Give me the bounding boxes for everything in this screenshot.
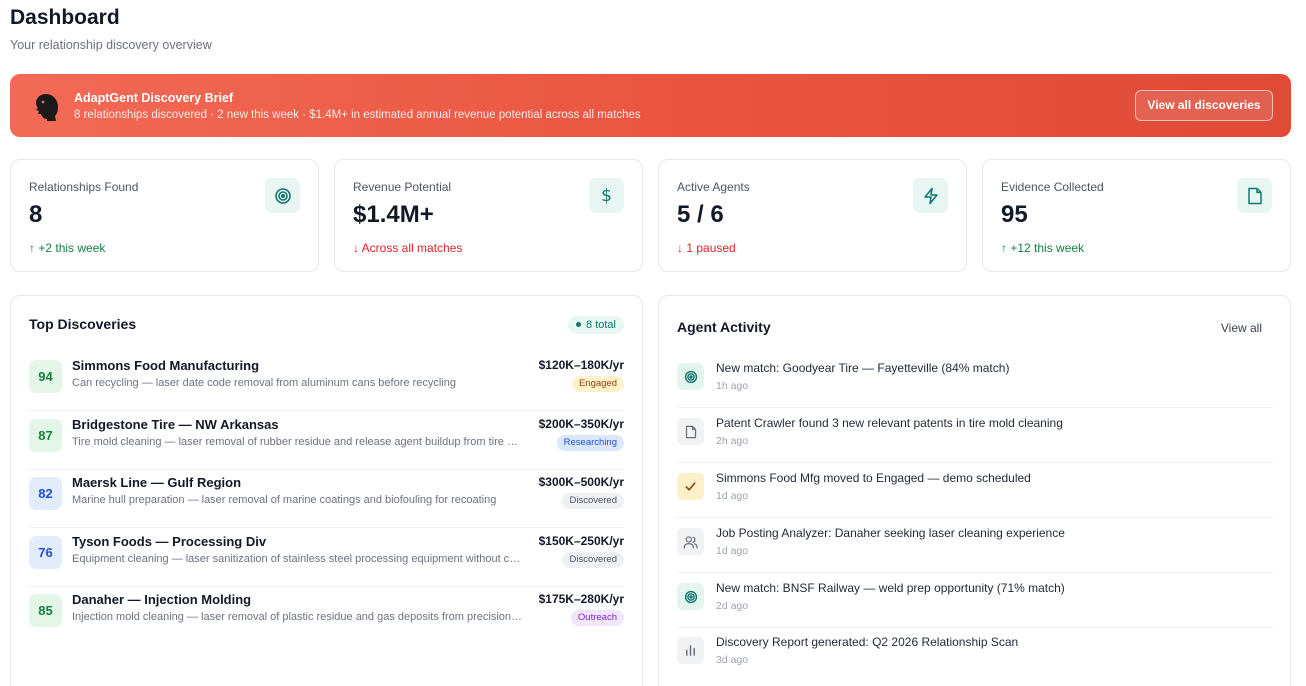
revenue-estimate: $120K–180K/yr (538, 358, 624, 372)
target-icon (265, 178, 300, 213)
activity-item[interactable]: Simmons Food Mfg moved to Engaged — demo… (677, 463, 1273, 518)
panel-title: Agent Activity (677, 319, 771, 335)
bar-chart-icon (677, 637, 704, 664)
view-all-discoveries-button[interactable]: View all discoveries (1135, 90, 1273, 121)
document-icon (677, 418, 704, 445)
activity-time: 1h ago (716, 380, 749, 392)
check-icon (677, 473, 704, 500)
revenue-estimate: $300K–500K/yr (538, 475, 624, 489)
match-score: 76 (29, 536, 62, 569)
activity-item[interactable]: New match: Goodyear Tire — Fayetteville … (677, 353, 1273, 408)
stat-value: 95 (1001, 201, 1028, 228)
stat-value: $1.4M+ (353, 201, 434, 228)
opportunity-description: Equipment cleaning — laser sanitization … (72, 553, 524, 565)
top-discoveries-panel: Top Discoveries 8 total 94 Simmons Food … (10, 295, 643, 686)
activity-text: Job Posting Analyzer: Danaher seeking la… (716, 526, 1065, 540)
banner-title: AdaptGent Discovery Brief (74, 91, 234, 105)
opportunity-description: Injection mold cleaning — laser removal … (72, 611, 524, 623)
company-name: Tyson Foods — Processing Div (72, 534, 267, 549)
page-subtitle: Your relationship discovery overview (10, 38, 212, 52)
company-name: Bridgestone Tire — NW Arkansas (72, 417, 279, 432)
discovery-brief-banner: AdaptGent Discovery Brief 8 relationship… (10, 74, 1291, 137)
discovery-row[interactable]: 82 Maersk Line — Gulf Region Marine hull… (29, 469, 624, 528)
activity-time: 3d ago (716, 654, 749, 666)
stat-delta: ↑ +2 this week (29, 241, 106, 255)
dollar-icon: $ (589, 178, 624, 213)
lightning-icon (913, 178, 948, 213)
agent-activity-panel: Agent Activity View all New match: Goody… (658, 295, 1291, 686)
view-all-link[interactable]: View all (1220, 321, 1262, 335)
activity-text: Patent Crawler found 3 new relevant pate… (716, 416, 1063, 430)
total-badge: 8 total (568, 316, 624, 334)
opportunity-description: Can recycling — laser date code removal … (72, 377, 456, 389)
activity-item[interactable]: Patent Crawler found 3 new relevant pate… (677, 408, 1273, 463)
stat-delta: ↓ 1 paused (677, 241, 736, 255)
activity-text: New match: Goodyear Tire — Fayetteville … (716, 361, 1010, 375)
activity-time: 1d ago (716, 490, 749, 502)
target-icon (677, 583, 704, 610)
discovery-row[interactable]: 87 Bridgestone Tire — NW Arkansas Tire m… (29, 411, 624, 470)
stat-label: Revenue Potential (353, 180, 452, 194)
opportunity-description: Marine hull preparation — laser removal … (72, 494, 497, 506)
stat-delta: ↓ Across all matches (353, 241, 463, 255)
revenue-estimate: $200K–350K/yr (538, 417, 624, 431)
users-icon (677, 528, 704, 555)
company-name: Maersk Line — Gulf Region (72, 475, 242, 490)
match-score: 85 (29, 594, 62, 627)
revenue-estimate: $175K–280K/yr (538, 592, 624, 606)
arrow-down-icon: ↓ (353, 241, 362, 255)
stat-card-agents: Active Agents 5 / 6 ↓ 1 paused (658, 159, 967, 272)
opportunity-description: Tire mold cleaning — laser removal of ru… (72, 436, 524, 448)
company-name: Danaher — Injection Molding (72, 592, 252, 607)
stat-card-evidence: Evidence Collected 95 ↑ +12 this week (982, 159, 1291, 272)
activity-item[interactable]: Discovery Report generated: Q2 2026 Rela… (677, 627, 1273, 682)
activity-text: Discovery Report generated: Q2 2026 Rela… (716, 635, 1019, 649)
stat-label: Active Agents (677, 180, 750, 194)
arrow-up-icon: ↑ (29, 241, 39, 255)
document-icon (1237, 178, 1272, 213)
activity-time: 2h ago (716, 435, 749, 447)
status-badge: Outreach (570, 610, 624, 626)
stat-card-revenue: Revenue Potential $1.4M+ ↓ Across all ma… (334, 159, 643, 272)
banner-summary: 8 relationships discovered · 2 new this … (74, 109, 641, 121)
arrow-up-icon: ↑ (1001, 241, 1011, 255)
status-badge: Discovered (562, 493, 624, 509)
company-name: Simmons Food Manufacturing (72, 358, 260, 373)
activity-time: 1d ago (716, 545, 749, 557)
stat-delta: ↑ +12 this week (1001, 241, 1085, 255)
agent-silhouette-icon (36, 94, 58, 121)
stat-value: 8 (29, 201, 43, 228)
activity-text: Simmons Food Mfg moved to Engaged — demo… (716, 471, 1031, 485)
stat-label: Relationships Found (29, 180, 139, 194)
panel-title: Top Discoveries (29, 316, 137, 332)
activity-item[interactable]: New match: BNSF Railway — weld prep oppo… (677, 573, 1273, 628)
revenue-estimate: $150K–250K/yr (538, 534, 624, 548)
stat-label: Evidence Collected (1001, 180, 1104, 194)
match-score: 82 (29, 477, 62, 510)
discovery-row[interactable]: 94 Simmons Food Manufacturing Can recycl… (29, 352, 624, 411)
activity-text: New match: BNSF Railway — weld prep oppo… (716, 581, 1065, 595)
arrow-down-icon: ↓ (677, 241, 687, 255)
status-dot (576, 321, 582, 327)
discovery-row[interactable]: 85 Danaher — Injection Molding Injection… (29, 586, 624, 645)
activity-time: 2d ago (716, 600, 749, 612)
status-badge: Discovered (562, 552, 624, 568)
target-icon (677, 363, 704, 390)
page-title: Dashboard (10, 6, 120, 29)
match-score: 94 (29, 360, 62, 393)
stat-value: 5 / 6 (677, 201, 724, 228)
match-score: 87 (29, 419, 62, 452)
status-badge: Researching (556, 435, 624, 451)
discovery-row[interactable]: 76 Tyson Foods — Processing Div Equipmen… (29, 528, 624, 587)
stat-card-relationships: Relationships Found 8 ↑ +2 this week (10, 159, 319, 272)
status-badge: Engaged (571, 376, 624, 392)
activity-item[interactable]: Job Posting Analyzer: Danaher seeking la… (677, 518, 1273, 573)
